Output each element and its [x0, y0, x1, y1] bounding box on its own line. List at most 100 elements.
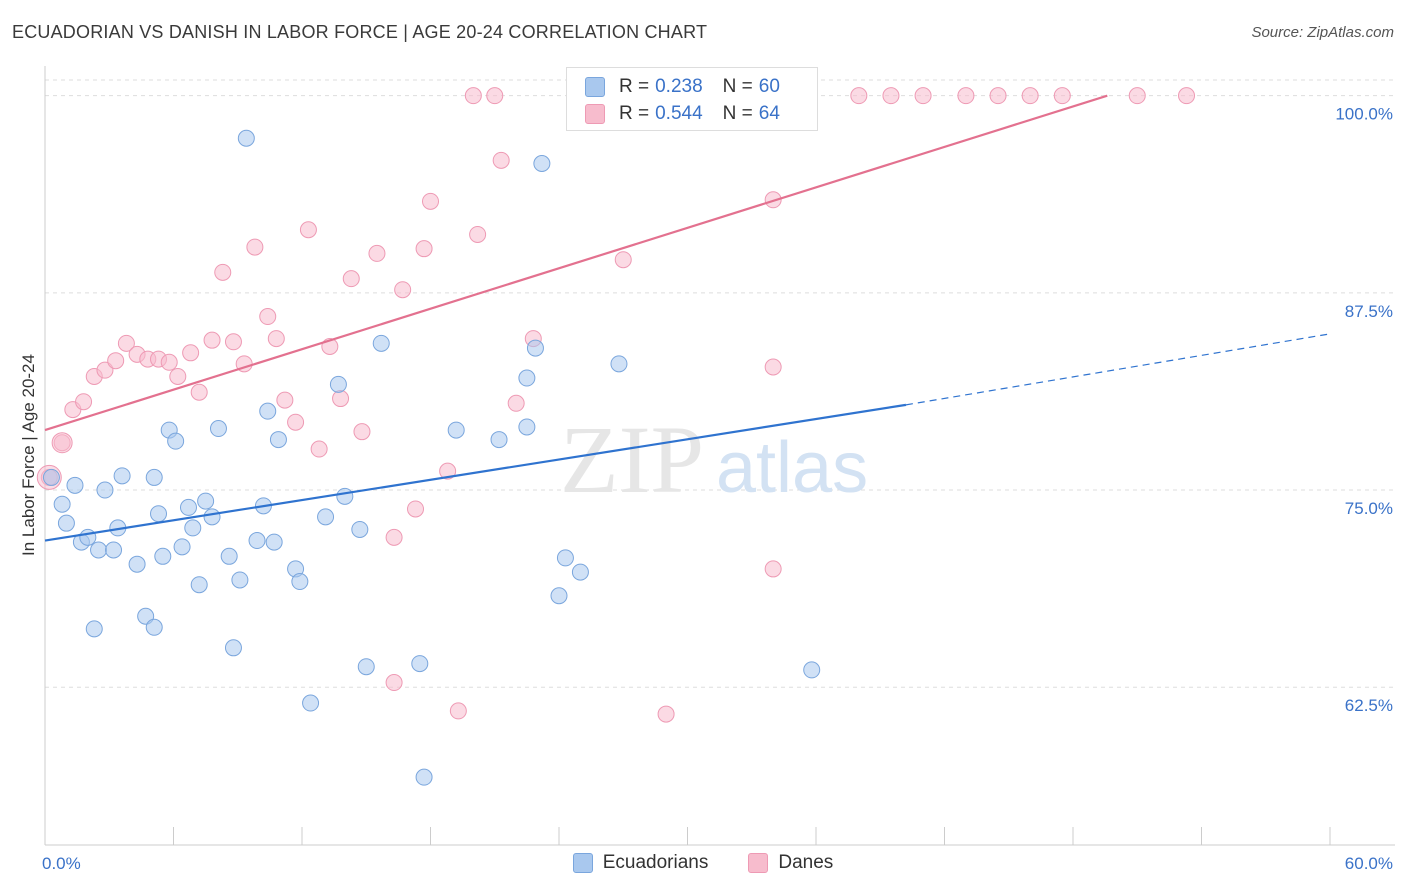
point-ecuadorians	[248, 532, 266, 550]
y-tick-label: 75.0%	[1345, 499, 1393, 518]
point-ecuadorians	[265, 533, 283, 551]
point-danes	[882, 87, 900, 105]
point-danes	[169, 367, 187, 385]
point-ecuadorians	[173, 538, 191, 556]
legend-label: Ecuadorians	[602, 852, 709, 873]
y-tick-label: 100.0%	[1335, 105, 1393, 124]
point-ecuadorians	[336, 487, 354, 505]
stats-row-ecuadorians: R = 0.238 N = 60	[585, 74, 780, 100]
point-danes	[368, 244, 386, 262]
point-danes	[385, 528, 403, 546]
gridlines	[45, 79, 1395, 688]
point-ecuadorians	[526, 339, 544, 357]
point-ecuadorians	[518, 418, 536, 436]
point-danes	[764, 560, 782, 578]
legend-swatch-pink	[748, 853, 769, 873]
point-ecuadorians	[357, 658, 375, 676]
tick-labels: 62.5% 75.0% 87.5% 100.0% 0.0% 60.0%	[42, 105, 1393, 873]
point-ecuadorians	[105, 541, 123, 559]
point-danes	[246, 238, 264, 256]
point-danes	[1178, 87, 1196, 105]
point-ecuadorians	[447, 421, 465, 439]
point-ecuadorians	[351, 520, 369, 538]
legend-item-ecuadorians[interactable]: Ecuadorians	[572, 852, 709, 874]
point-ecuadorians	[203, 508, 221, 526]
point-danes	[1021, 87, 1039, 105]
legend-item-danes[interactable]: Danes	[748, 852, 833, 874]
point-danes	[764, 358, 782, 376]
chart-title: ECUADORIAN VS DANISH IN LABOR FORCE | AG…	[12, 22, 708, 42]
point-danes	[276, 391, 294, 409]
point-ecuadorians	[317, 508, 335, 526]
point-danes	[299, 221, 317, 239]
n-value: 60	[758, 76, 780, 97]
point-ecuadorians	[237, 129, 255, 147]
watermark-atlas: atlas	[716, 428, 868, 508]
trend-line-ecuadorians-extension	[905, 333, 1331, 406]
point-ecuadorians	[571, 563, 589, 581]
point-ecuadorians	[329, 375, 347, 393]
point-ecuadorians	[490, 431, 508, 449]
point-ecuadorians	[150, 505, 168, 523]
axes	[44, 66, 1395, 846]
point-danes	[385, 674, 403, 692]
point-danes	[107, 352, 125, 370]
point-danes	[507, 394, 525, 412]
point-danes	[203, 331, 221, 349]
point-danes	[310, 440, 328, 458]
point-ecuadorians	[556, 549, 574, 567]
point-danes	[224, 333, 242, 351]
point-ecuadorians	[113, 467, 131, 485]
point-danes	[914, 87, 932, 105]
point-danes	[464, 87, 482, 105]
legend-label: Danes	[778, 852, 834, 873]
point-ecuadorians	[190, 576, 208, 594]
point-danes	[989, 87, 1007, 105]
point-danes	[850, 87, 868, 105]
n-label: N =	[722, 103, 753, 124]
point-ecuadorians	[167, 432, 185, 450]
stats-row-danes: R = 0.544 N = 64	[585, 101, 780, 127]
point-ecuadorians	[269, 431, 287, 449]
point-danes	[486, 87, 504, 105]
y-tick-label: 62.5%	[1345, 696, 1393, 715]
point-danes	[332, 390, 350, 408]
point-ecuadorians	[90, 541, 108, 559]
point-danes	[190, 383, 208, 401]
point-ecuadorians	[533, 154, 551, 172]
point-ecuadorians	[42, 468, 60, 486]
n-value: 64	[758, 103, 780, 124]
n-label: N =	[722, 76, 753, 97]
point-danes	[492, 151, 510, 169]
series-legend: Ecuadorians Danes	[0, 852, 1406, 874]
point-ecuadorians	[411, 655, 429, 673]
series-danes-points	[36, 87, 1196, 723]
point-ecuadorians	[415, 768, 433, 786]
point-danes	[407, 500, 425, 518]
stats-legend: R = 0.238 N = 60 R = 0.544 N = 64	[566, 67, 818, 131]
point-ecuadorians	[57, 514, 75, 532]
point-ecuadorians	[66, 476, 84, 494]
point-ecuadorians	[291, 573, 309, 591]
point-danes	[287, 413, 305, 431]
point-danes	[267, 330, 285, 348]
y-axis-label: In Labor Force | Age 20-24	[19, 354, 38, 556]
trend-lines	[44, 94, 1331, 542]
point-ecuadorians	[231, 571, 249, 589]
point-danes	[415, 240, 433, 258]
x-tick-label-min: 0.0%	[42, 854, 81, 873]
source-label: Source: ZipAtlas.com	[1251, 24, 1394, 41]
point-danes	[160, 353, 178, 371]
watermark-zip: ZIP	[560, 406, 704, 513]
point-ecuadorians	[145, 468, 163, 486]
r-value: 0.238	[655, 76, 703, 97]
point-ecuadorians	[53, 495, 71, 513]
stats-swatch-pink	[585, 104, 605, 124]
point-ecuadorians	[803, 661, 821, 679]
point-ecuadorians	[224, 639, 242, 657]
point-danes	[259, 308, 277, 326]
point-ecuadorians	[197, 492, 215, 510]
point-ecuadorians	[79, 528, 97, 546]
stats-swatch-blue	[585, 77, 605, 97]
